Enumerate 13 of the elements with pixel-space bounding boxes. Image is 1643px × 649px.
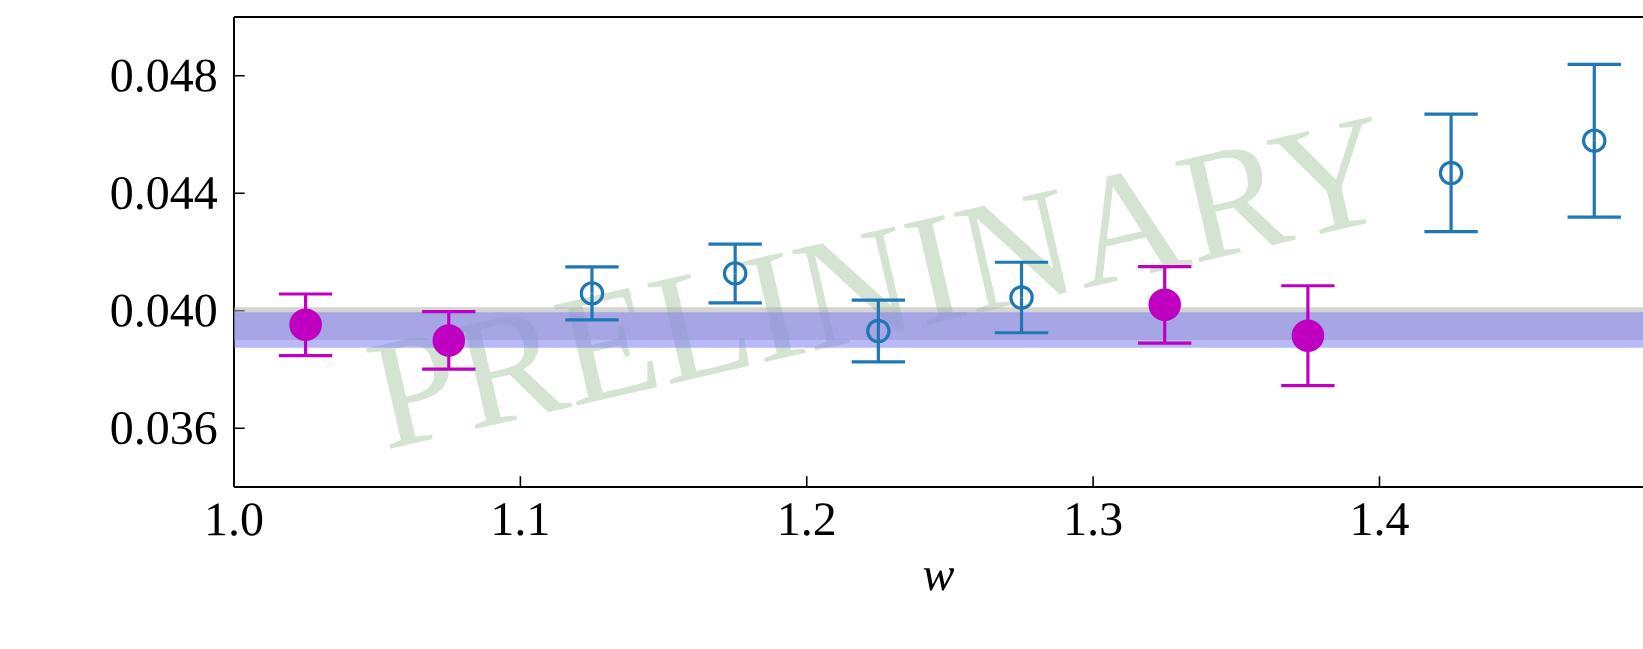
y-tick-label: 0.048 xyxy=(111,59,216,93)
x-tick-label: 1.0 xyxy=(208,503,263,536)
x-axis-title: w xyxy=(923,568,955,591)
x-tick-label: 1.2 xyxy=(780,503,835,536)
y-tick-label: 0.036 xyxy=(111,411,217,445)
point xyxy=(1438,160,1464,186)
x-tick-label: 1.3 xyxy=(1067,503,1122,536)
y-tick-label: 0.044 xyxy=(111,176,217,210)
point xyxy=(289,308,322,342)
x-tick-label: 1.1 xyxy=(494,503,548,536)
y-tick-label: 0.040 xyxy=(111,294,216,328)
point xyxy=(1582,128,1607,153)
x-tick-label: 1.4 xyxy=(1353,503,1409,536)
